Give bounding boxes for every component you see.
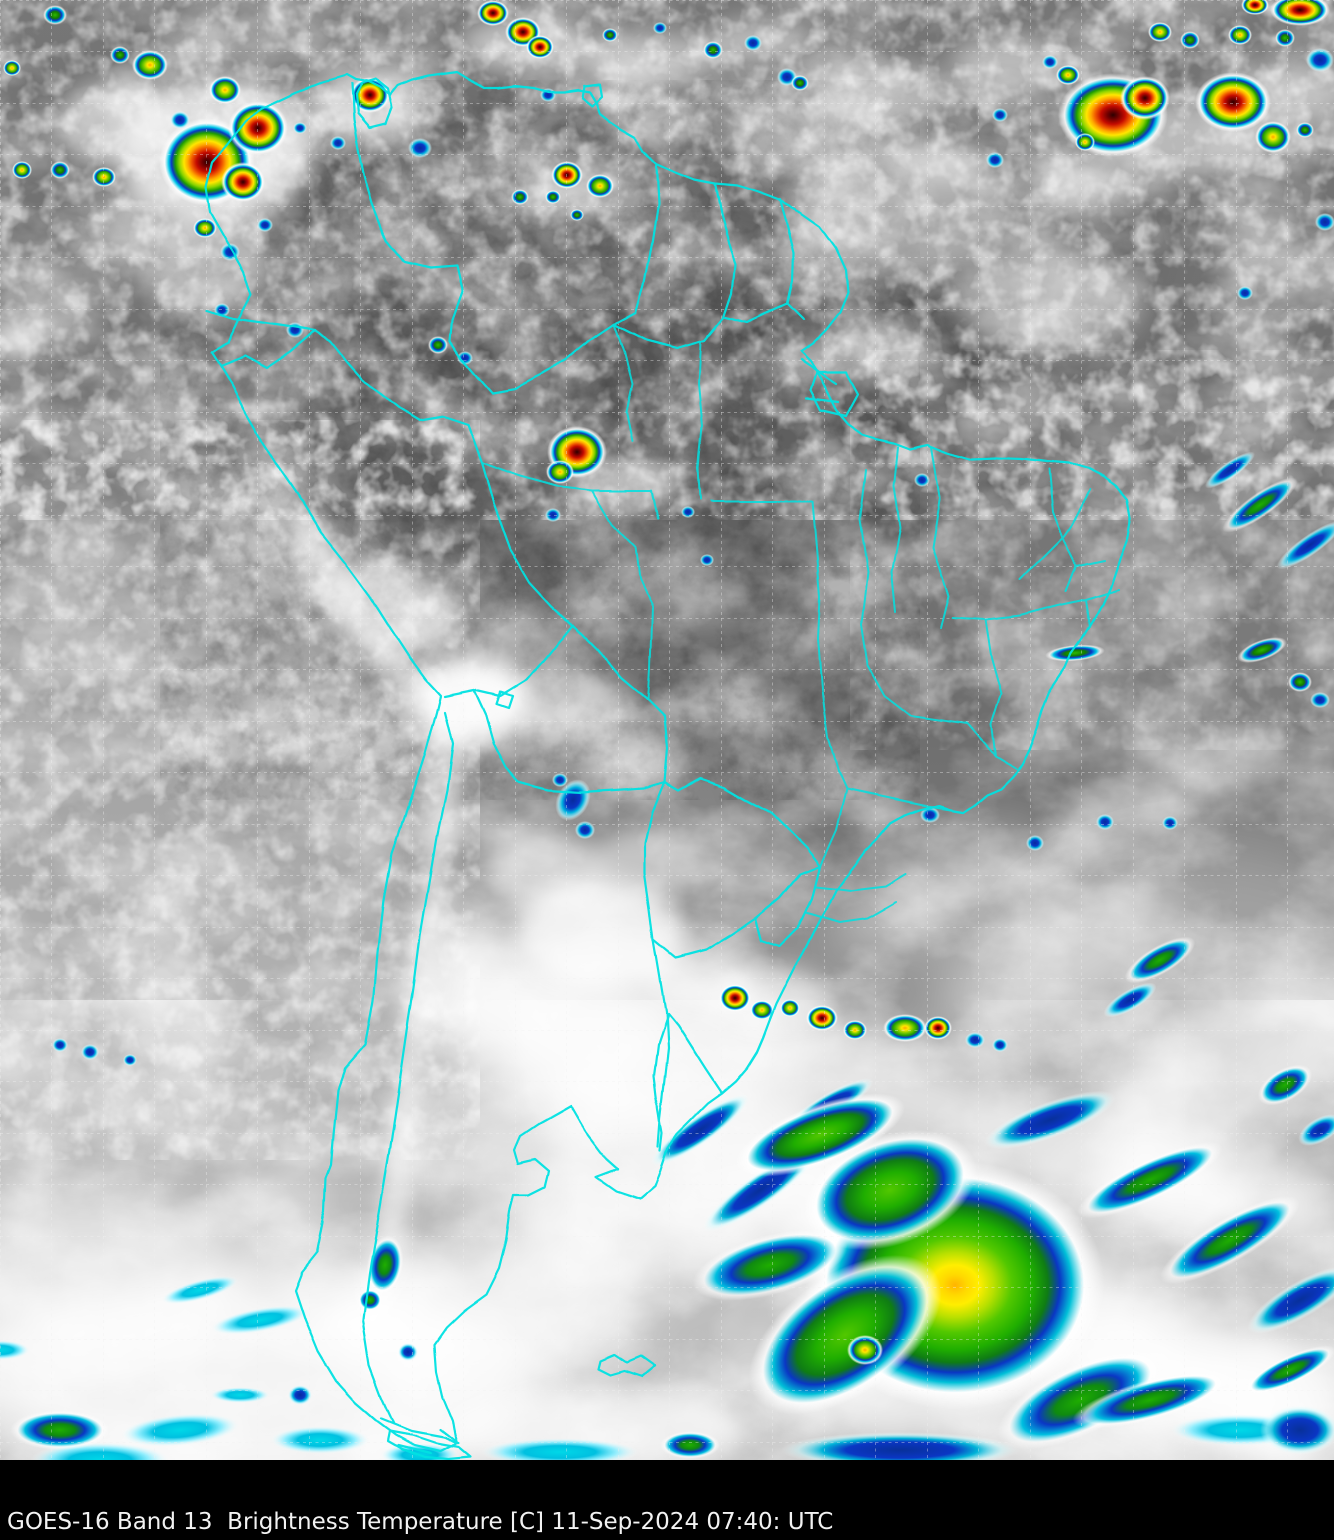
caption-bar: GOES-16 Band 13 Brightness Temperature […	[0, 1460, 1334, 1540]
coastline	[204, 70, 1133, 1454]
magellan-strait	[380, 1418, 458, 1446]
graticule	[0, 0, 1334, 1460]
marajo-island	[808, 370, 860, 418]
tierra-del-fuego	[386, 1428, 472, 1460]
falkland-islands	[596, 1352, 656, 1378]
state-borders	[481, 323, 1119, 923]
lake-maracaibo	[354, 78, 394, 130]
lakes-islands	[354, 78, 860, 1460]
satellite-image	[0, 0, 1334, 1460]
amazon-delta-channels	[798, 358, 840, 404]
caption-text: GOES-16 Band 13 Brightness Temperature […	[7, 1509, 834, 1535]
trinidad-island	[580, 82, 604, 108]
map-borders	[204, 70, 1133, 1460]
satellite-map	[0, 0, 1334, 1460]
lake-titicaca	[494, 690, 514, 710]
